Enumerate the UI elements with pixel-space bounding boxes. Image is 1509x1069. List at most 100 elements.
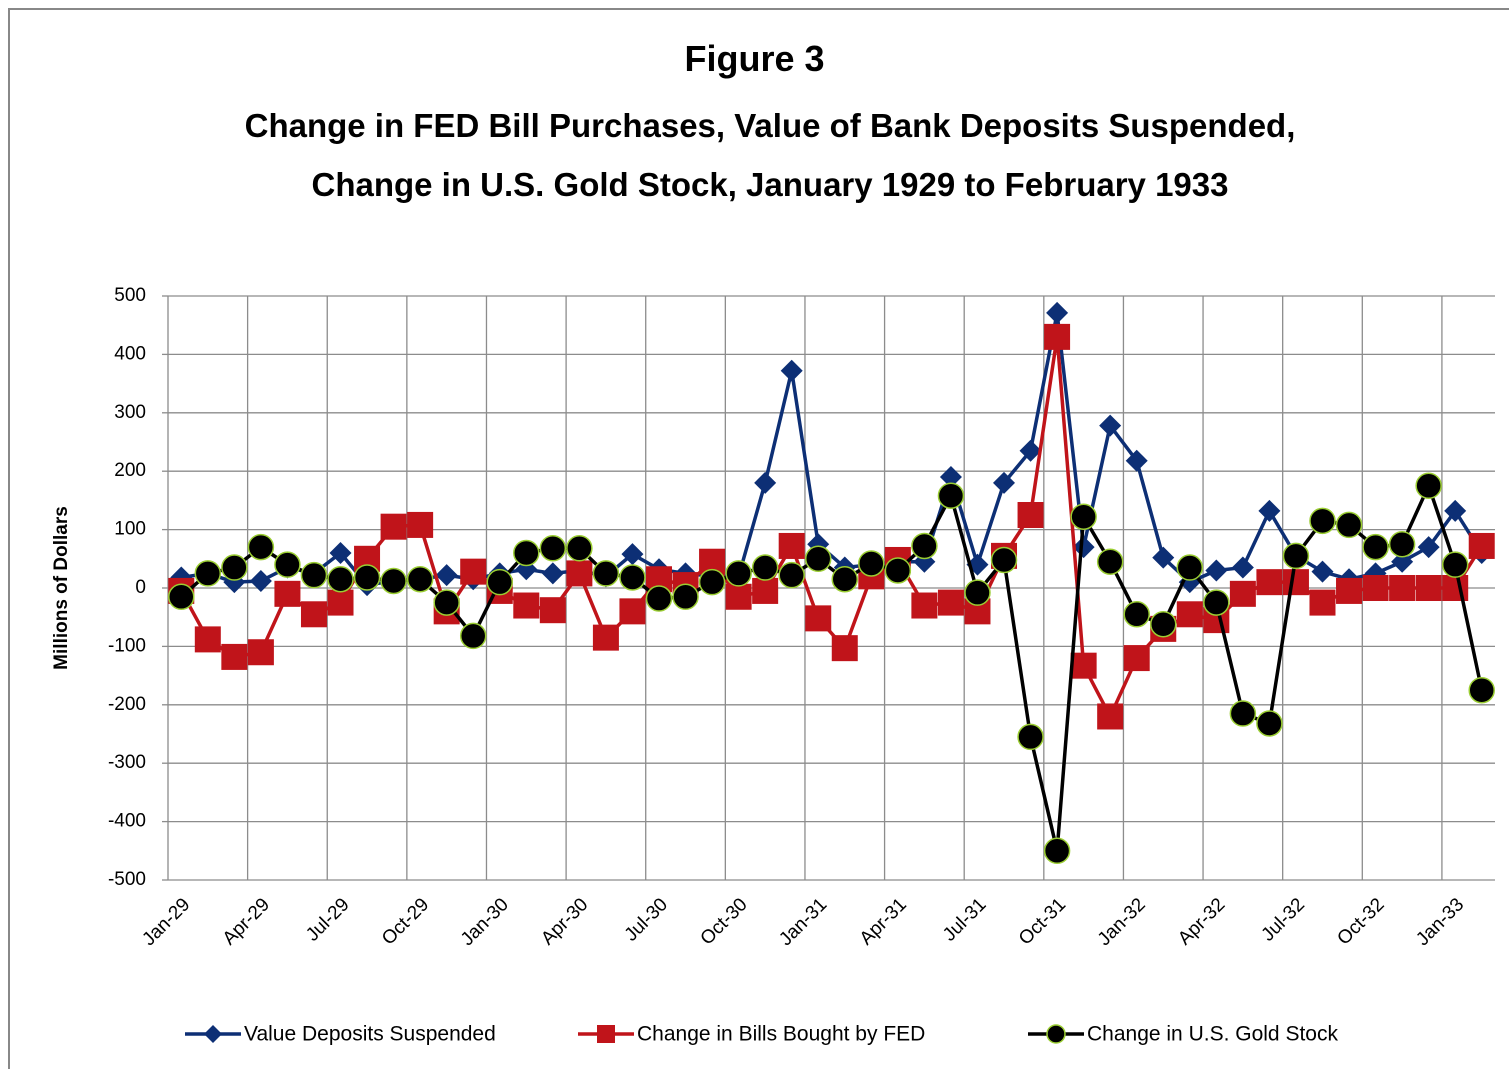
data-point [1442, 575, 1469, 601]
data-point [831, 565, 859, 593]
data-point [751, 554, 779, 581]
data-point [513, 539, 540, 567]
data-point [274, 551, 301, 578]
y-axis-label: Millions of Dollars [51, 506, 72, 670]
data-point [1176, 554, 1204, 581]
data-point [486, 568, 513, 596]
y-tick-label: 0 [135, 577, 146, 598]
data-point [1123, 645, 1150, 672]
data-point [513, 592, 540, 619]
data-point [1096, 548, 1124, 575]
data-point [566, 560, 593, 587]
y-tick-label: 400 [114, 343, 146, 364]
data-point [993, 471, 1016, 494]
y-tick-label: -100 [108, 635, 146, 656]
data-point [1362, 575, 1389, 601]
legend-marker [1046, 1024, 1066, 1044]
data-point [1017, 723, 1044, 751]
data-point [1152, 546, 1175, 569]
data-point [247, 533, 275, 561]
data-point [939, 466, 962, 489]
data-point [725, 560, 752, 587]
chart-subtitle: Change in FED Bill Purchases, Value of B… [244, 107, 1296, 203]
chart-frame [8, 8, 1509, 1069]
data-point [1441, 551, 1469, 578]
x-tick-label: Jan-30 [457, 894, 513, 950]
data-point [1231, 556, 1254, 579]
data-point [353, 564, 381, 591]
data-point [1229, 700, 1257, 727]
data-point [884, 557, 912, 584]
data-point [1046, 301, 1069, 324]
data-point [539, 535, 567, 562]
y-tick-label: -200 [108, 694, 146, 715]
data-point [911, 532, 938, 560]
data-point [194, 626, 221, 653]
legend-marker [597, 1025, 615, 1043]
data-point [592, 624, 619, 651]
data-point [990, 546, 1018, 574]
y-tick-label: -400 [108, 811, 146, 832]
data-point [1362, 533, 1389, 561]
data-point [805, 605, 832, 632]
data-point [619, 564, 646, 591]
data-point [1388, 530, 1416, 558]
data-point [539, 597, 566, 624]
data-point [460, 558, 487, 585]
data-point [327, 565, 354, 593]
data-point [1070, 503, 1097, 531]
y-tick-label: 200 [114, 460, 146, 481]
legend-marker [204, 1025, 222, 1043]
legend-label: Value Deposits Suspended [244, 1023, 496, 1046]
data-point [1282, 569, 1309, 596]
data-point [380, 567, 407, 595]
x-tick-label: Apr-29 [219, 894, 274, 949]
data-point [406, 565, 434, 593]
data-point [672, 583, 699, 611]
data-point [780, 359, 803, 382]
data-point [1099, 414, 1122, 437]
data-point [1203, 589, 1230, 616]
data-point [1258, 499, 1281, 522]
data-point [964, 579, 991, 606]
data-point [1336, 577, 1363, 604]
data-point [1309, 507, 1336, 535]
data-point [300, 561, 328, 589]
data-point [168, 583, 195, 611]
x-tick-label: Apr-30 [537, 894, 592, 949]
data-point [778, 561, 805, 589]
data-point [1311, 560, 1334, 583]
x-tick-label: Jan-29 [138, 894, 194, 950]
data-point [249, 569, 272, 592]
data-point [831, 635, 858, 662]
data-point [804, 545, 832, 573]
data-point [1444, 499, 1467, 522]
data-point [1017, 502, 1044, 528]
data-point [1256, 710, 1283, 737]
data-point [1044, 323, 1071, 350]
data-point [1072, 536, 1095, 559]
data-point [541, 562, 564, 585]
data-point [1309, 589, 1336, 616]
legend-label: Change in U.S. Gold Stock [1087, 1023, 1338, 1046]
data-point [1256, 569, 1283, 596]
data-point [778, 532, 805, 559]
data-point [1282, 542, 1310, 570]
y-tick-label: 100 [114, 519, 146, 540]
data-point [698, 568, 726, 596]
x-tick-label: Jul-29 [302, 894, 353, 945]
y-tick-label: -500 [108, 869, 146, 890]
data-point [1019, 439, 1042, 462]
data-point [1468, 676, 1495, 704]
data-point [937, 589, 964, 616]
x-tick-label: Jul-31 [939, 894, 990, 945]
y-tick-label: 300 [114, 402, 146, 423]
data-point [1229, 580, 1256, 607]
data-point [459, 622, 487, 650]
x-tick-label: Jul-30 [621, 894, 672, 945]
data-point [1176, 601, 1203, 628]
data-point [1389, 575, 1416, 601]
data-point [619, 598, 646, 625]
